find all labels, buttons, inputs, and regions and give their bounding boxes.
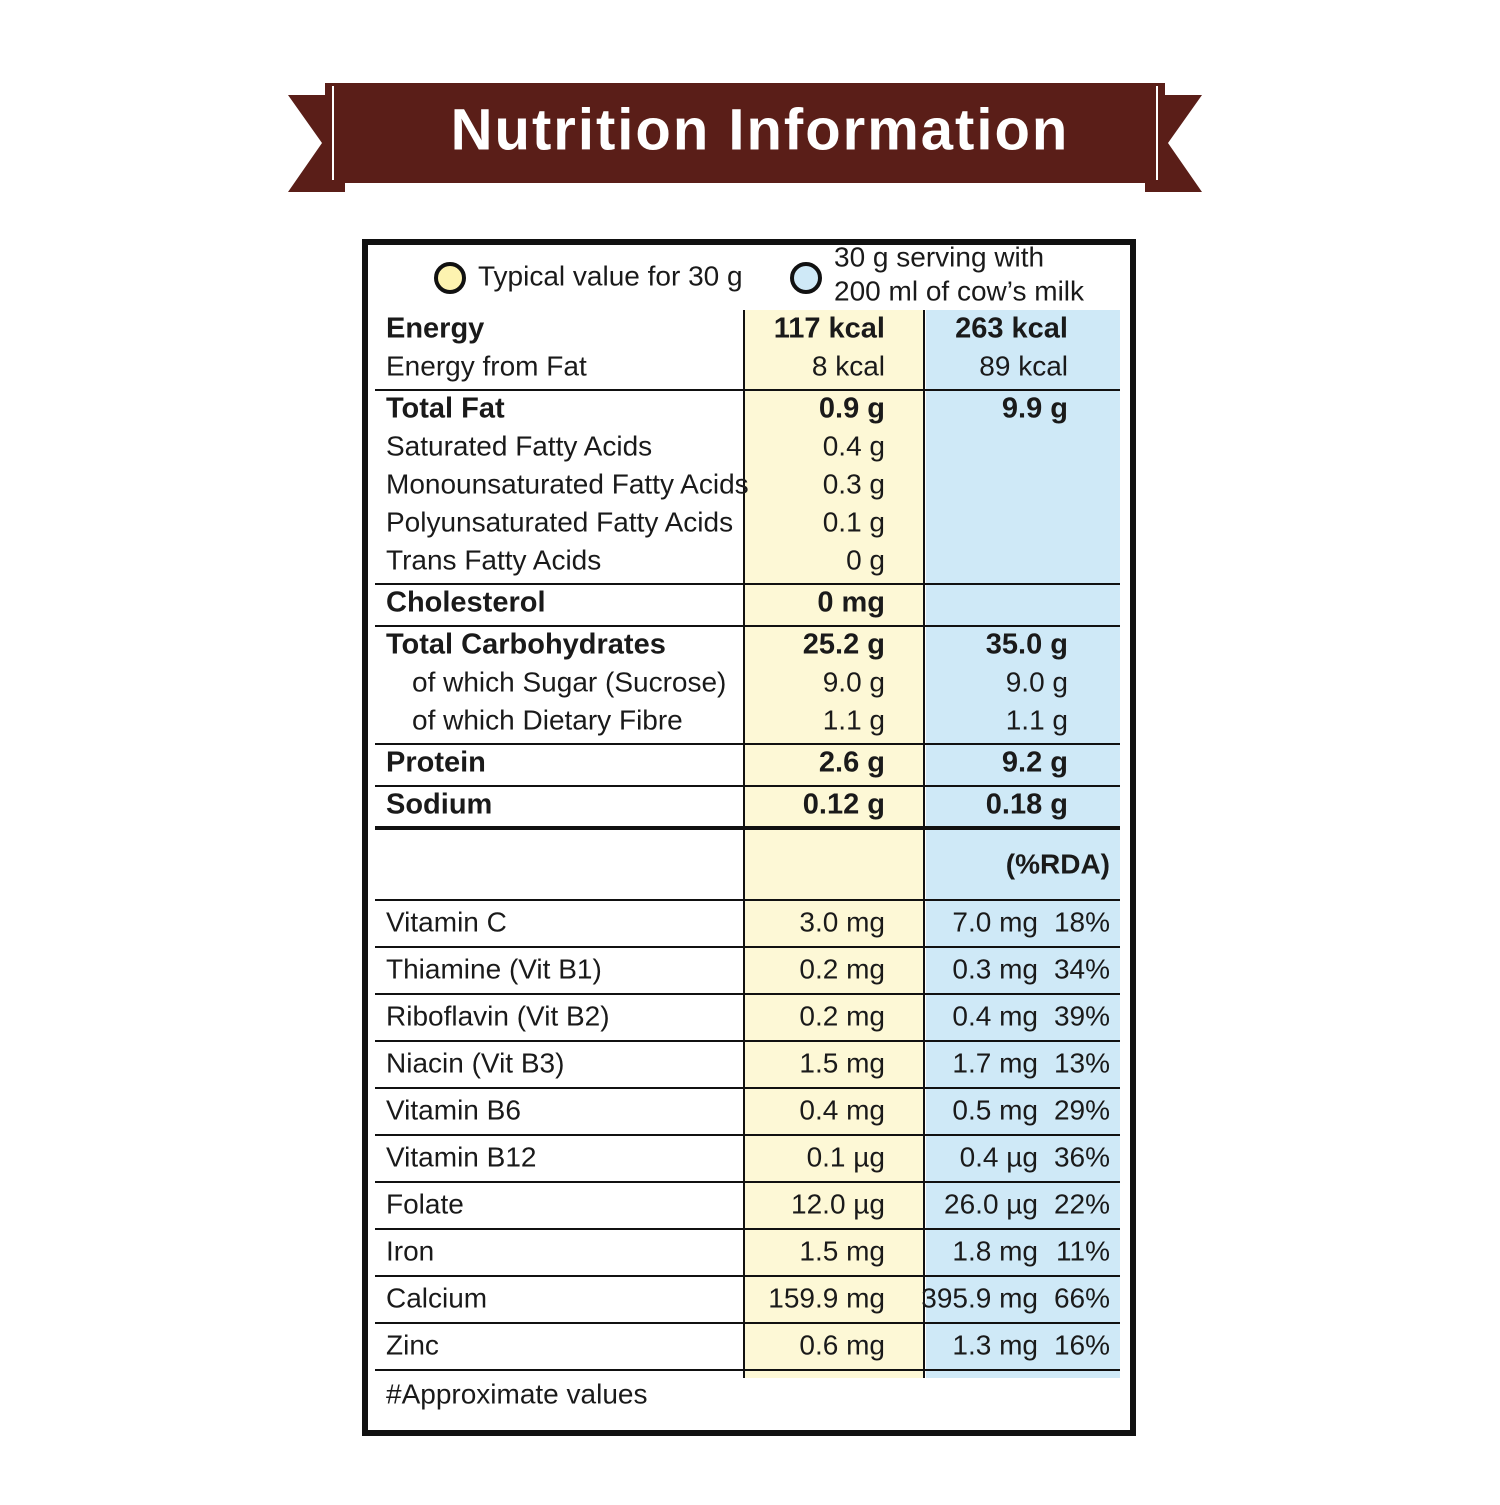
nutrient-label: of which Dietary Fibre bbox=[412, 704, 683, 735]
nutrient-label: Energy bbox=[386, 313, 484, 345]
vitamin-label: Vitamin C bbox=[386, 906, 507, 937]
vitamin-label: Vitamin B12 bbox=[386, 1141, 536, 1172]
legend-dot bbox=[790, 262, 822, 294]
value-30g: 25.2 g bbox=[803, 629, 885, 661]
nutrient-label: Cholesterol bbox=[386, 587, 546, 619]
rda-value: 22% bbox=[1054, 1188, 1110, 1219]
vitamin-label: Zinc bbox=[386, 1329, 439, 1360]
rda-value: 39% bbox=[1054, 1000, 1110, 1031]
value-with-milk: 0.3 mg bbox=[952, 953, 1038, 984]
value-with-milk: 7.0 mg bbox=[952, 906, 1038, 937]
value-with-milk: 9.9 g bbox=[1002, 393, 1068, 425]
vitamin-label: Vitamin B6 bbox=[386, 1094, 521, 1125]
value-30g: 12.0 µg bbox=[791, 1188, 885, 1219]
value-30g: 2.6 g bbox=[819, 747, 885, 779]
rda-value: 66% bbox=[1054, 1282, 1110, 1313]
legend-text: 200 ml of cow’s milk bbox=[834, 275, 1085, 306]
rda-header: (%RDA) bbox=[1006, 848, 1110, 879]
footnote: #Approximate values bbox=[386, 1378, 647, 1409]
value-with-milk: 1.3 mg bbox=[952, 1329, 1038, 1360]
value-with-milk: 1.7 mg bbox=[952, 1047, 1038, 1078]
value-with-milk: 0.18 g bbox=[986, 789, 1068, 821]
col1-shade bbox=[745, 310, 923, 1378]
rda-value: 18% bbox=[1054, 906, 1110, 937]
vitamin-label: Calcium bbox=[386, 1282, 487, 1313]
value-30g: 0 mg bbox=[817, 587, 885, 619]
value-with-milk: 263 kcal bbox=[955, 313, 1068, 345]
nutrient-label: Trans Fatty Acids bbox=[386, 544, 601, 575]
value-with-milk: 26.0 µg bbox=[944, 1188, 1038, 1219]
rda-value: 29% bbox=[1054, 1094, 1110, 1125]
title: Nutrition Information bbox=[451, 97, 1070, 162]
value-with-milk: 9.0 g bbox=[1006, 666, 1068, 697]
value-30g: 0.12 g bbox=[803, 789, 885, 821]
nutrient-label: Sodium bbox=[386, 789, 492, 821]
value-with-milk: 9.2 g bbox=[1002, 747, 1068, 779]
value-30g: 0.4 mg bbox=[799, 1094, 885, 1125]
nutrient-label: Energy from Fat bbox=[386, 350, 587, 381]
value-with-milk: 1.8 mg bbox=[952, 1235, 1038, 1266]
value-30g: 3.0 mg bbox=[799, 906, 885, 937]
value-30g: 0.2 mg bbox=[799, 1000, 885, 1031]
value-30g: 0.3 g bbox=[823, 468, 885, 499]
nutrient-label: Total Carbohydrates bbox=[386, 629, 666, 661]
vitamin-label: Riboflavin (Vit B2) bbox=[386, 1000, 610, 1031]
value-30g: 1.5 mg bbox=[799, 1047, 885, 1078]
nutrient-label: Protein bbox=[386, 747, 486, 779]
value-with-milk: 1.1 g bbox=[1006, 704, 1068, 735]
value-with-milk: 395.9 mg bbox=[921, 1282, 1038, 1313]
value-with-milk: 0.4 mg bbox=[952, 1000, 1038, 1031]
legend-text: 30 g serving with bbox=[834, 241, 1044, 272]
legend-dot bbox=[434, 262, 466, 294]
vitamin-label: Thiamine (Vit B1) bbox=[386, 953, 602, 984]
legend-text: Typical value for 30 g bbox=[478, 260, 743, 291]
value-30g: 0.2 mg bbox=[799, 953, 885, 984]
rda-value: 13% bbox=[1054, 1047, 1110, 1078]
value-30g: 1.1 g bbox=[823, 704, 885, 735]
vitamin-label: Niacin (Vit B3) bbox=[386, 1047, 564, 1078]
ribbon bbox=[325, 83, 1165, 183]
value-30g: 117 kcal bbox=[774, 313, 885, 345]
value-30g: 8 kcal bbox=[812, 350, 885, 381]
vitamin-label: Iron bbox=[386, 1235, 434, 1266]
value-30g: 159.9 mg bbox=[768, 1282, 885, 1313]
value-with-milk: 35.0 g bbox=[986, 629, 1068, 661]
value-30g: 9.0 g bbox=[823, 666, 885, 697]
nutrient-label: Monounsaturated Fatty Acids bbox=[386, 468, 749, 499]
col2-shade bbox=[926, 310, 1120, 1378]
value-30g: 0 g bbox=[846, 544, 885, 575]
value-with-milk: 0.4 µg bbox=[960, 1141, 1038, 1172]
nutrient-label: Polyunsaturated Fatty Acids bbox=[386, 506, 733, 537]
rda-value: 16% bbox=[1054, 1329, 1110, 1360]
rda-value: 11% bbox=[1056, 1235, 1110, 1266]
rda-value: 36% bbox=[1054, 1141, 1110, 1172]
value-30g: 0.1 g bbox=[823, 506, 885, 537]
value-30g: 1.5 mg bbox=[799, 1235, 885, 1266]
value-30g: 0.9 g bbox=[819, 393, 885, 425]
value-30g: 0.4 g bbox=[823, 430, 885, 461]
value-30g: 0.1 µg bbox=[807, 1141, 885, 1172]
nutrient-label: of which Sugar (Sucrose) bbox=[412, 666, 726, 697]
vitamin-label: Folate bbox=[386, 1188, 464, 1219]
nutrient-label: Saturated Fatty Acids bbox=[386, 430, 652, 461]
rda-value: 34% bbox=[1054, 953, 1110, 984]
value-30g: 0.6 mg bbox=[799, 1329, 885, 1360]
value-with-milk: 0.5 mg bbox=[952, 1094, 1038, 1125]
nutrient-label: Total Fat bbox=[386, 393, 505, 425]
value-with-milk: 89 kcal bbox=[979, 350, 1068, 381]
